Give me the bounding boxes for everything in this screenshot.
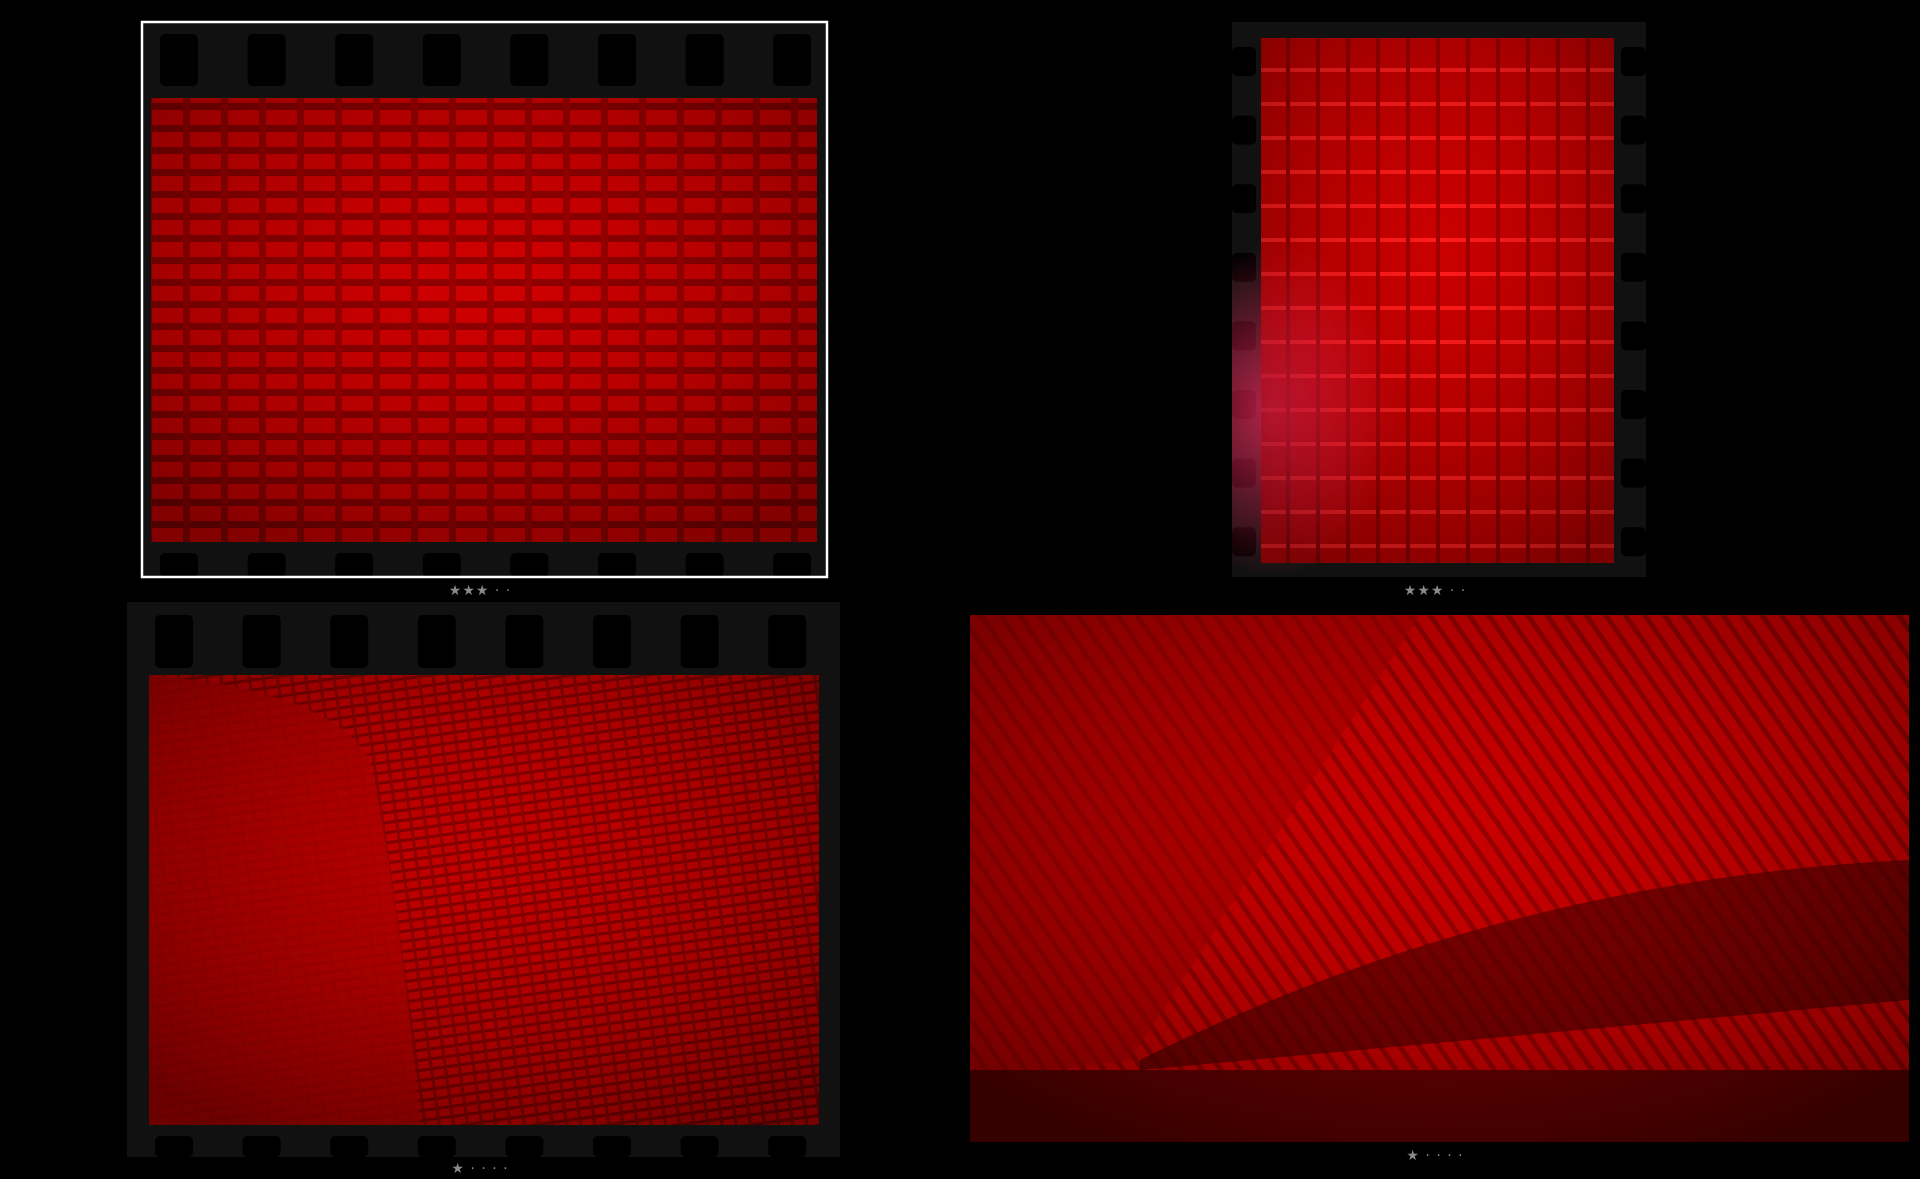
photo-cell[interactable]: ★ · · · ·: [970, 615, 1909, 1164]
photo-cell[interactable]: ★★★ · ·: [140, 20, 829, 599]
sprocket-hole: [768, 1136, 807, 1157]
sprocket-hole: [680, 615, 719, 668]
sprockets: [160, 34, 812, 577]
sprocket-hole: [155, 615, 193, 668]
sprocket-hole: [155, 1136, 193, 1157]
sprocket-hole: [773, 553, 812, 577]
sprocket-hole: [247, 34, 286, 86]
sprocket-hole: [685, 34, 724, 86]
selection-border: [140, 20, 829, 579]
sprocket-hole: [685, 553, 724, 577]
sprocket-hole: [160, 553, 198, 577]
sprocket-hole: [160, 34, 198, 86]
sprocket-hole: [330, 615, 369, 668]
sprocket-hole: [510, 34, 549, 86]
sprocket-hole: [593, 1136, 631, 1157]
sprocket-hole: [598, 34, 636, 86]
rating[interactable]: ★ · · · ·: [451, 1161, 508, 1177]
photo-cell[interactable]: ★ · · · ·: [127, 602, 840, 1177]
sprocket-hole: [335, 34, 374, 86]
sprockets: [155, 615, 807, 1157]
photo-shade: [1261, 38, 1614, 563]
photo-cell[interactable]: ★★★ · ·: [1232, 22, 1646, 599]
sprocket-hole: [680, 1136, 719, 1157]
sprocket-hole: [422, 553, 461, 577]
sprocket-hole: [593, 615, 631, 668]
sprocket-hole: [768, 615, 807, 668]
photo-shade: [151, 98, 817, 542]
sprocket-hole: [335, 553, 374, 577]
sprocket-hole: [422, 34, 461, 86]
sprocket-hole: [510, 553, 549, 577]
rating[interactable]: ★★★ · ·: [449, 583, 511, 599]
sprocket-hole: [242, 615, 281, 668]
sprocket-hole: [598, 553, 636, 577]
sprocket-hole: [417, 1136, 456, 1157]
rating[interactable]: ★★★ · ·: [1404, 583, 1466, 599]
rating[interactable]: ★ · · · ·: [1406, 1148, 1463, 1164]
sprocket-hole: [773, 34, 812, 86]
sprocket-hole: [505, 1136, 544, 1157]
photo-shade: [149, 675, 819, 1125]
sprocket-hole: [242, 1136, 281, 1157]
sprocket-hole: [417, 615, 456, 668]
photo-shade: [970, 615, 1909, 1142]
sprocket-hole: [247, 553, 286, 577]
sprocket-hole: [505, 615, 544, 668]
sprocket-hole: [330, 1136, 369, 1157]
